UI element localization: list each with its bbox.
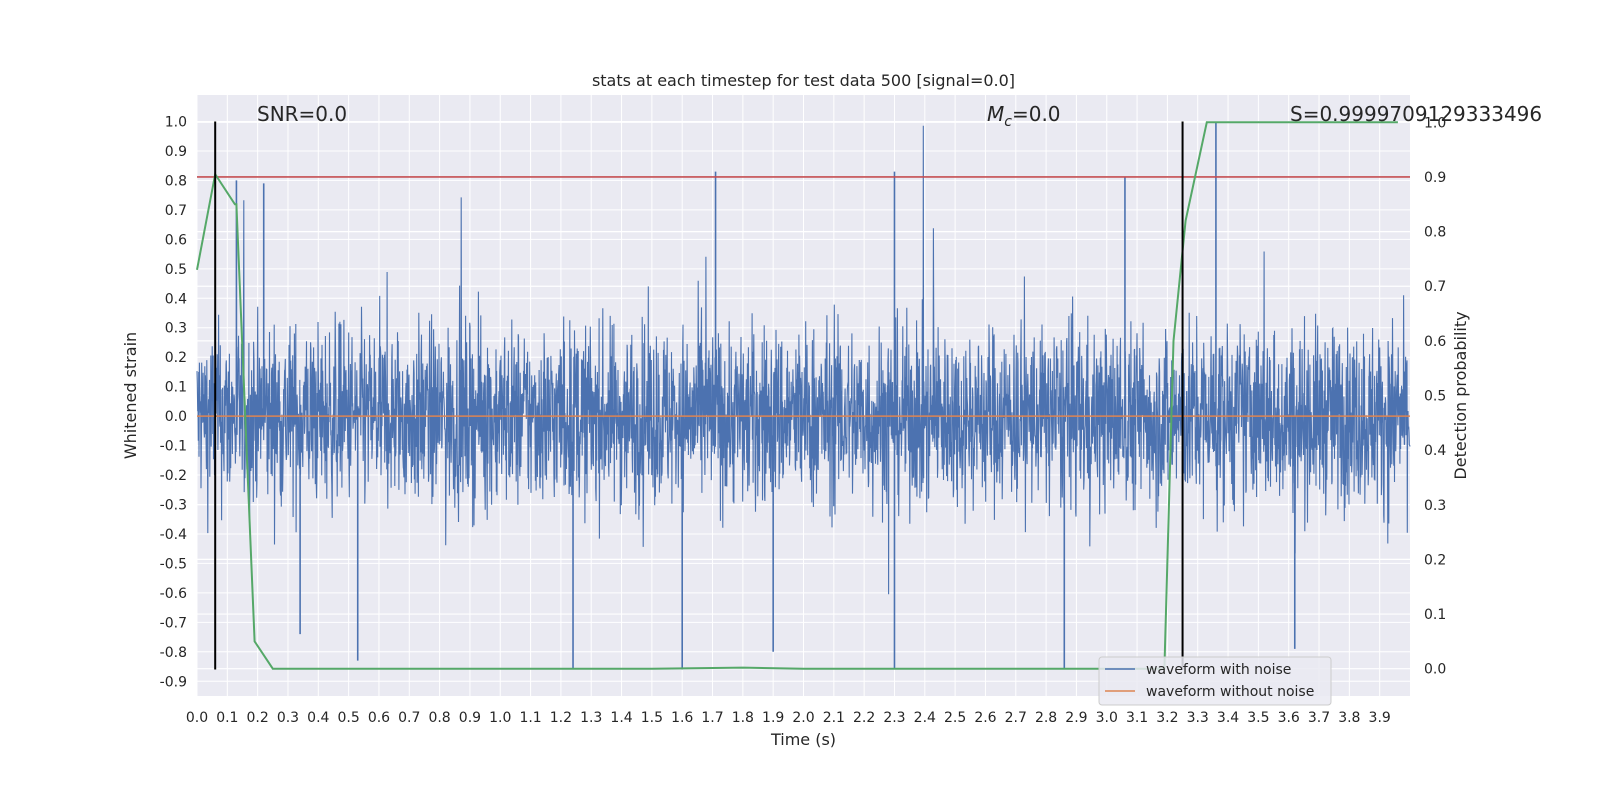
x-tick-label: 2.3 [883,710,905,726]
x-tick-label: 3.4 [1217,710,1239,726]
x-tick-label: 0.4 [307,710,329,726]
x-tick-label: 3.3 [1187,710,1209,726]
y-ticks: 1.0 0.9 0.8 0.7 0.6 0.5 0.4 0.3 0.2 0.1 0.0 -0.1 -0.… [160,115,187,691]
legend: waveform with noise waveform without noi… [1098,656,1332,706]
x-tick-label: 1.8 [732,710,754,726]
y-tick-label: -0.2 [160,468,187,484]
y-tick-label: 0.5 [165,262,187,278]
y2-axis-label: Detection probability [1451,311,1470,479]
x-tick-label: 3.2 [1156,710,1178,726]
y2-tick-label: 0.9 [1424,170,1446,186]
legend-label-clean: waveform without noise [1146,684,1314,700]
x-tick-label: 3.0 [1096,710,1118,726]
x-tick-label: 0.2 [247,710,269,726]
x-tick-label: 1.2 [550,710,572,726]
y-tick-label: 0.6 [165,232,187,248]
y-tick-label: 0.8 [165,173,187,189]
y2-tick-label: 1.0 [1424,115,1446,131]
detection-probability-line [196,121,1398,670]
y-tick-label: -0.9 [160,674,187,690]
x-tick-label: 1.9 [762,710,784,726]
x-tick-label: 3.1 [1126,710,1148,726]
mc-symbol: M [987,102,1004,126]
x-tick-label: 1.3 [580,710,602,726]
x-tick-label: 1.6 [671,710,693,726]
x-tick-label: 3.9 [1369,710,1391,726]
y-tick-label: 0.3 [165,321,187,337]
noisy-waveform-line [196,125,1411,595]
y-tick-label: 0.4 [165,291,187,307]
mc-value: =0.0 [1012,102,1061,126]
y-tick-label: -0.5 [160,556,187,572]
legend-box [1098,656,1332,706]
y-tick-label: 0.0 [165,409,187,425]
x-tick-label: 1.0 [489,710,511,726]
y-tick-label: -0.8 [160,645,187,661]
x-tick-label: 1.7 [701,710,723,726]
y-tick-label: 0.2 [165,350,187,366]
mc-subscript: c [1004,114,1012,130]
x-tick-label: 2.4 [914,710,936,726]
chart-title: stats at each timestep for test data 500… [592,71,1015,90]
x-tick-label: 0.9 [459,710,481,726]
x-tick-label: 3.7 [1308,710,1330,726]
x-tick-label: 3.6 [1278,710,1300,726]
y2-ticks: 1.0 0.9 0.8 0.7 0.6 0.5 0.4 0.3 0.2 0.1 0.0 [1424,115,1446,677]
x-tick-label: 2.2 [853,710,875,726]
x-tick-label: 2.7 [1005,710,1027,726]
series-layer [196,121,1411,670]
x-tick-label: 0.0 [186,710,208,726]
x-tick-label: 2.5 [944,710,966,726]
legend-label-noise: waveform with noise [1146,662,1291,678]
x-tick-label: 0.5 [337,710,359,726]
y2-tick-label: 0.0 [1424,662,1446,678]
y-tick-label: 0.9 [165,144,187,160]
y2-tick-label: 0.8 [1424,225,1446,241]
x-tick-label: 2.8 [1035,710,1057,726]
x-tick-label: 0.6 [368,710,390,726]
chirp-mass-annotation: Mc=0.0 [987,102,1061,130]
y-axis-label: Whitened strain [121,332,140,459]
y-tick-label: 1.0 [165,115,187,131]
x-tick-label: 3.8 [1338,710,1360,726]
x-tick-label: 2.6 [974,710,996,726]
x-tick-label: 2.1 [823,710,845,726]
y2-tick-label: 0.3 [1424,498,1446,514]
x-tick-label: 2.9 [1065,710,1087,726]
y2-tick-label: 0.6 [1424,334,1446,350]
x-tick-label: 3.5 [1247,710,1269,726]
y-tick-label: -0.7 [160,615,187,631]
y-tick-label: -0.4 [160,527,187,543]
y-tick-label: 0.7 [165,203,187,219]
x-tick-label: 1.1 [519,710,541,726]
x-tick-label: 0.1 [216,710,238,726]
y-tick-label: -0.1 [160,439,187,455]
x-tick-label: 2.0 [792,710,814,726]
x-tick-label: 1.4 [610,710,632,726]
y-tick-label: 0.1 [165,380,187,396]
y-tick-label: -0.6 [160,586,187,602]
y2-tick-label: 0.5 [1424,389,1446,405]
snr-annotation: SNR=0.0 [257,102,347,126]
y2-tick-label: 0.7 [1424,279,1446,295]
x-tick-label: 1.5 [641,710,663,726]
y2-tick-label: 0.1 [1424,607,1446,623]
x-tick-label: 0.8 [428,710,450,726]
y2-tick-label: 0.2 [1424,552,1446,568]
x-tick-label: 0.7 [398,710,420,726]
x-ticks: 0.0 0.1 0.2 0.3 0.4 0.5 0.6 0.7 0.8 0.9 1.0 1.1 1.2 1… [186,710,1391,726]
y2-tick-label: 0.4 [1424,443,1446,459]
y-tick-label: -0.3 [160,498,187,514]
x-tick-label: 0.3 [277,710,299,726]
x-axis-label: Time (s) [770,730,836,749]
score-annotation: S=0.9999709129333496 [1290,102,1542,126]
